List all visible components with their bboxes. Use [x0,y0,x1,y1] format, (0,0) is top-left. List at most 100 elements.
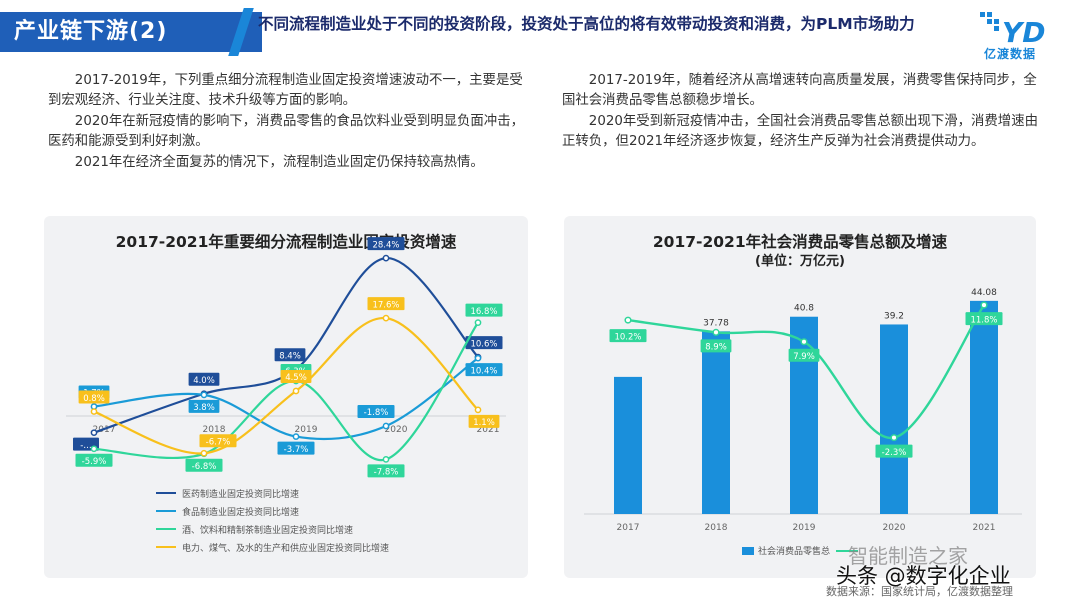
x-tick-label: 2018 [705,523,728,533]
x-tick-label: 2019 [793,523,816,533]
data-label: 1.1% [473,418,495,428]
data-label-box [465,336,503,350]
data-label-box [875,444,913,458]
data-label: 11.8% [970,315,997,325]
header: 产业链下游(2) 不同流程制造业处于不同的投资阶段，投资处于高位的将有效带动投资… [0,0,1080,66]
series-line [93,256,479,434]
x-tick-label: 2018 [203,425,226,435]
growth-line [627,304,985,439]
data-point [890,434,898,442]
data-point [800,338,808,346]
data-label-box [367,464,405,478]
data-point [474,406,482,414]
data-label-box [280,369,312,383]
bar [970,300,998,514]
data-point [712,328,720,336]
legend-line-icon [156,510,176,512]
data-label: -1.8% [364,408,389,418]
legend-line-icon [156,528,176,530]
data-label-box [357,405,395,419]
data-label-box [274,348,306,362]
data-label: 8.9% [705,343,727,353]
bar [880,324,908,514]
data-point [90,445,98,453]
left-description: 2017-2019年，下列重点细分流程制造业固定投资增速波动不一，主要是受到宏观… [48,71,526,175]
data-point [292,433,300,440]
bar-value-label: 40.8 [794,304,814,314]
retail-sales-chart-panel: 2017-2021年社会消费品零售总额及增速 (单位：万亿元) 2017 2018… [564,216,1036,578]
legend-item: 食品制造业固定投资同比增速 [156,502,389,520]
data-label: -3.7% [284,445,309,455]
data-point [382,314,390,322]
data-point [382,254,390,262]
data-label-box [465,303,503,317]
left-paragraph: 2020年在新冠疫情的影响下，消费品零售的食品饮料业受到明显负面冲击，医药和能源… [48,114,524,149]
data-point [474,319,482,326]
data-label-box [468,414,500,428]
x-tick-label: 2017 [617,523,640,533]
data-point [90,429,98,437]
legend-bar-icon [742,546,754,555]
data-label: -… [80,441,92,451]
left-paragraph: 2021年在经济全面复苏的情况下，流程制造业固定仍保持较高热情。 [74,155,484,170]
data-source: 数据来源：国家统计局，亿渡数据整理 [826,585,1013,598]
legend-item: 医药制造业固定投资同比增速 [156,484,389,502]
data-point [382,456,390,463]
data-label: 17.6% [372,300,399,310]
data-label-box [465,363,503,377]
watermark: 头条 @数字化企业 [836,564,1011,588]
brand-logo-text: 亿渡数据 [984,47,1037,61]
data-label: -6.8% [192,462,217,472]
data-label: 10.4% [470,366,497,376]
data-label-box [188,372,220,386]
legend-line-icon [836,549,859,552]
legend-label: 酒、饮料和精制茶制造业固定投资同比增速 [182,525,354,536]
x-tick-label: 2021 [973,523,996,533]
data-label: 7.9% [793,352,815,362]
watermark: 智能制造之家 [848,544,968,568]
legend-item: 酒、饮料和精制茶制造业固定投资同比增速 [156,520,389,538]
data-label-box [965,312,1003,326]
data-point [980,301,988,309]
x-tick-label: 2020 [883,523,906,533]
legend-label: 电力、煤气、及水的生产和供应业固定投资同比增速 [182,543,390,554]
chart-subtitle: (单位：万亿元) [755,254,845,269]
data-point [200,391,208,399]
data-label: -6.7% [206,437,231,447]
legend-label: 食品制造业固定投资同比增速 [182,507,300,518]
legend-line-icon [156,546,176,548]
page-headline: 不同流程制造业处于不同的投资阶段，投资处于高位的将有效带动投资和消费，为PLM市… [258,15,915,33]
legend-label: 医药制造业固定投资同比增速 [182,489,300,500]
data-point [624,316,632,324]
data-label-box [75,453,113,467]
data-label: -7.8% [374,468,399,478]
svg-text:YD: YD [1002,16,1046,49]
bar-value-label: 37.78 [703,318,729,328]
data-label: 16.8% [470,307,497,317]
data-label: -5.9% [82,457,107,467]
bar [702,331,730,514]
data-label: -2.3% [882,448,907,458]
chart-title: 2017-2021年社会消费品零售总额及增速 [652,233,948,251]
data-point [382,422,390,430]
data-label-box [367,297,405,311]
chart-legend: 医药制造业固定投资同比增速 食品制造业固定投资同比增速 酒、饮料和精制茶制造业固… [156,484,389,556]
data-label-box [185,458,223,472]
data-label-box [609,329,647,343]
data-label: 0.8% [83,394,105,404]
data-label-box [277,441,315,455]
left-paragraph: 2017-2019年，下列重点细分流程制造业固定投资增速波动不一，主要是受到宏观… [48,73,523,108]
data-label: 10.6% [470,339,497,349]
right-paragraph: 2017-2019年，随着经济从高增速转向高质量发展，消费零售保持同步，全国社会… [562,73,1037,108]
brand-logo-icon: YD [980,12,1046,49]
legend-line-icon [156,492,176,494]
bar [790,316,818,514]
line-chart: 2017 2018 2019 2020 2021-…4.0%8.4%28.4%10.6%… [66,237,506,478]
data-label-box [788,348,820,362]
x-tick-label: 2019 [295,425,318,435]
data-point [474,354,482,362]
bar-line-chart: 2017 2018 2019 2020 2021 37.78 40.8 39.2 44.08 10… [584,288,1022,533]
data-point [90,408,98,415]
data-point [292,387,300,395]
data-label-box [78,390,110,404]
